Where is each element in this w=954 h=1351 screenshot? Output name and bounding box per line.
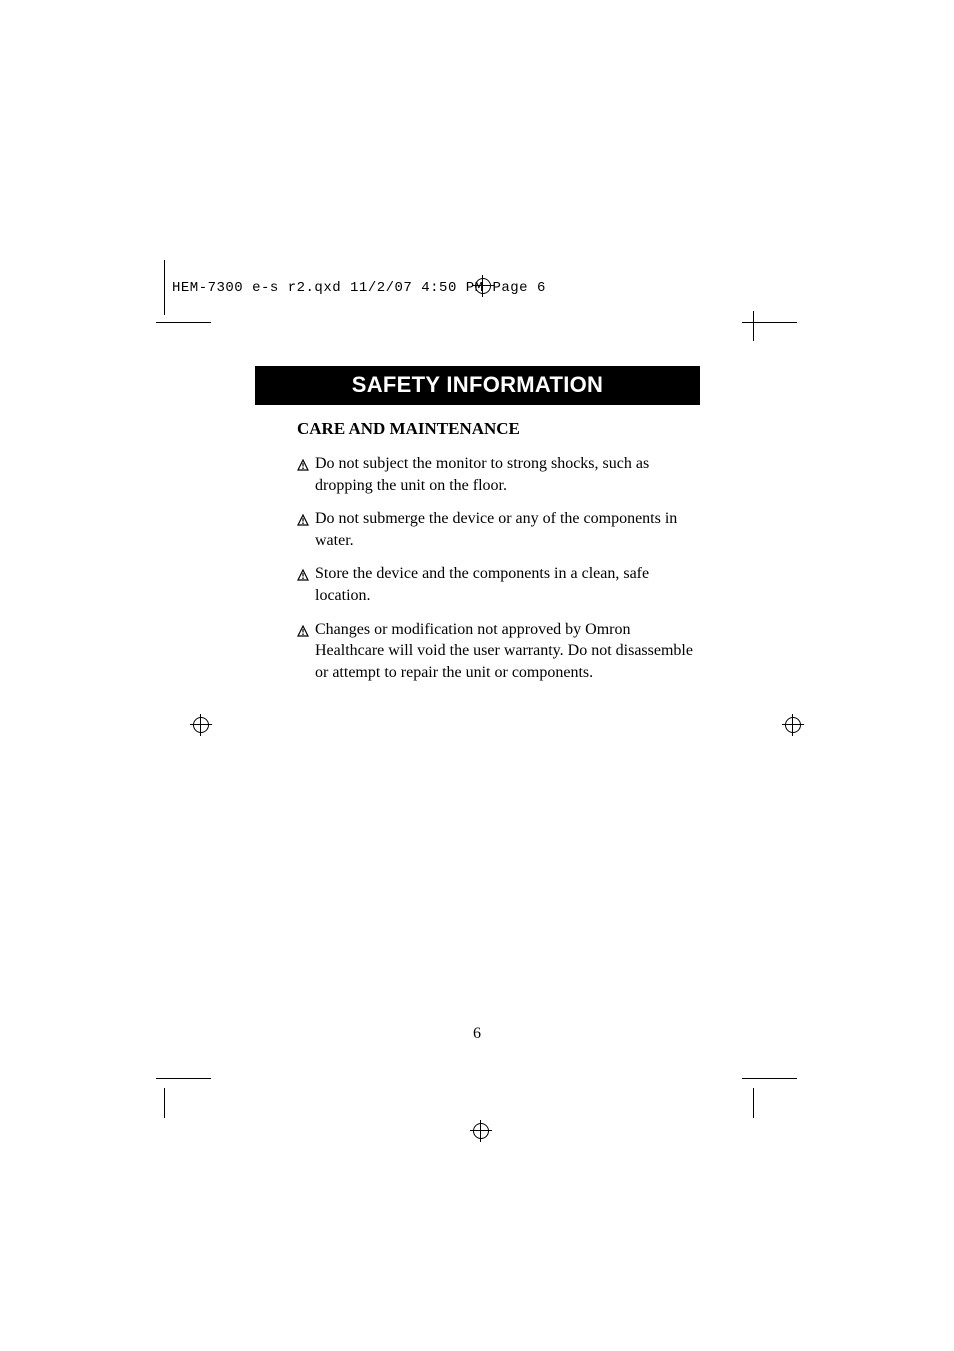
- crop-mark-icon: [742, 1078, 797, 1079]
- registration-mark-icon: [472, 275, 494, 297]
- section-subhead: CARE AND MAINTENANCE: [297, 419, 700, 439]
- registration-mark-icon: [470, 1120, 492, 1142]
- registration-mark-icon: [782, 714, 804, 736]
- warning-text: Changes or modification not approved by …: [315, 619, 700, 684]
- warning-icon: [297, 456, 309, 478]
- warning-item: Changes or modification not approved by …: [297, 619, 700, 684]
- crop-mark-icon: [742, 322, 797, 323]
- content-area: SAFETY INFORMATION CARE AND MAINTENANCE …: [255, 366, 700, 695]
- crop-mark-icon: [753, 311, 754, 341]
- warning-text: Store the device and the components in a…: [315, 563, 700, 606]
- warning-item: Do not subject the monitor to strong sho…: [297, 453, 700, 496]
- crop-mark-icon: [164, 260, 165, 315]
- warning-item: Store the device and the components in a…: [297, 563, 700, 606]
- page-number: 6: [0, 1025, 954, 1043]
- crop-mark-icon: [753, 1088, 754, 1118]
- warning-item: Do not submerge the device or any of the…: [297, 508, 700, 551]
- warning-text: Do not subject the monitor to strong sho…: [315, 453, 700, 496]
- crop-mark-icon: [164, 1088, 165, 1118]
- warning-text: Do not submerge the device or any of the…: [315, 508, 700, 551]
- crop-mark-icon: [156, 1078, 211, 1079]
- document-page: HEM-7300 e-s r2.qxd 11/2/07 4:50 PM Page…: [0, 0, 954, 1351]
- warning-icon: [297, 511, 309, 533]
- section-title: SAFETY INFORMATION: [255, 366, 700, 405]
- warning-list: Do not subject the monitor to strong sho…: [297, 453, 700, 683]
- warning-icon: [297, 566, 309, 588]
- warning-icon: [297, 622, 309, 644]
- registration-mark-icon: [190, 714, 212, 736]
- crop-mark-icon: [156, 322, 211, 323]
